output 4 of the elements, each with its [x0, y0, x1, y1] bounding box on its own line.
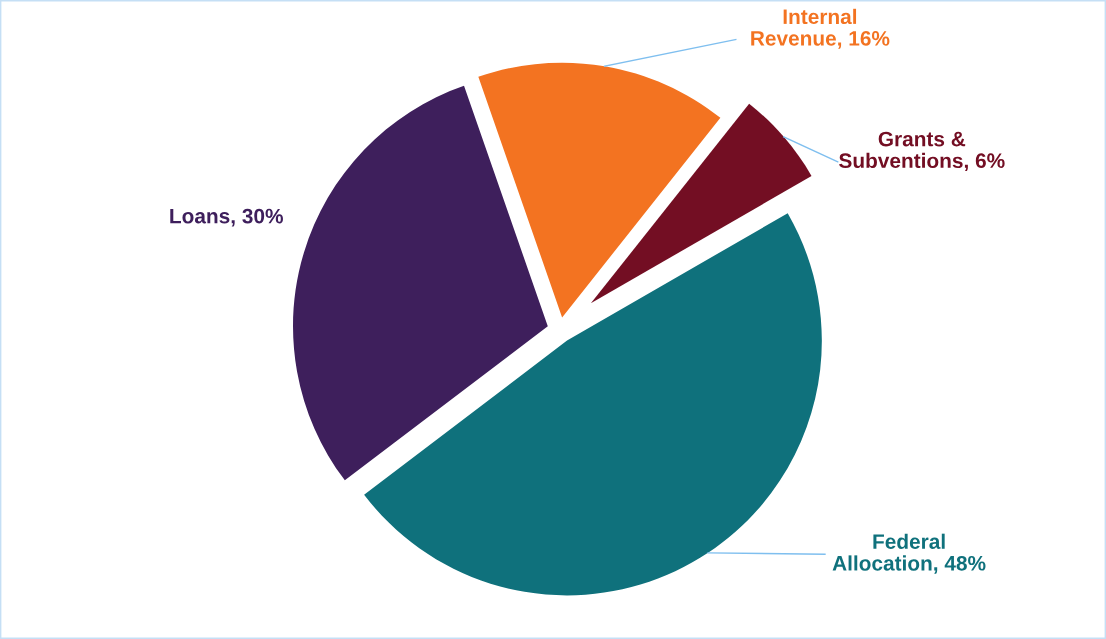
slice-label: Internal Revenue, 16%	[751, 8, 890, 49]
slice-label: Grants & Subventions, 6%	[839, 131, 1005, 172]
slice-label: Federal Allocation, 48%	[832, 533, 986, 574]
slice-label: Loans, 30%	[170, 208, 283, 227]
